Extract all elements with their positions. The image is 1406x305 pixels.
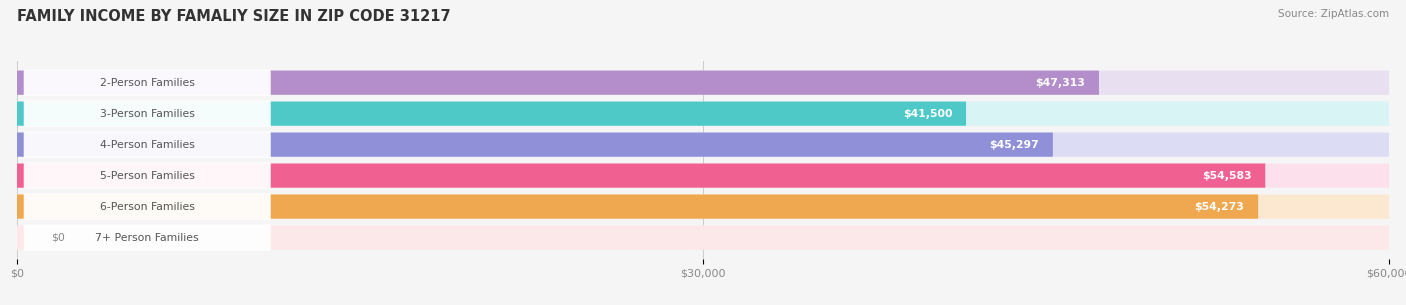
Text: $41,500: $41,500 [903, 109, 952, 119]
Text: 7+ Person Families: 7+ Person Families [96, 233, 200, 242]
FancyBboxPatch shape [24, 224, 271, 251]
FancyBboxPatch shape [17, 163, 1265, 188]
Text: FAMILY INCOME BY FAMALIY SIZE IN ZIP CODE 31217: FAMILY INCOME BY FAMALIY SIZE IN ZIP COD… [17, 9, 450, 24]
Text: $47,313: $47,313 [1035, 78, 1085, 88]
FancyBboxPatch shape [17, 133, 1053, 157]
FancyBboxPatch shape [17, 163, 1389, 188]
FancyBboxPatch shape [17, 225, 1389, 250]
Text: 4-Person Families: 4-Person Families [100, 140, 194, 150]
Text: Source: ZipAtlas.com: Source: ZipAtlas.com [1278, 9, 1389, 19]
FancyBboxPatch shape [17, 102, 1389, 126]
Text: 6-Person Families: 6-Person Families [100, 202, 194, 212]
FancyBboxPatch shape [24, 193, 271, 220]
FancyBboxPatch shape [17, 102, 966, 126]
Text: 2-Person Families: 2-Person Families [100, 78, 194, 88]
FancyBboxPatch shape [24, 101, 271, 127]
FancyBboxPatch shape [17, 133, 1389, 157]
FancyBboxPatch shape [17, 195, 1389, 219]
FancyBboxPatch shape [17, 195, 1258, 219]
Text: $54,583: $54,583 [1202, 170, 1251, 181]
FancyBboxPatch shape [24, 70, 271, 96]
FancyBboxPatch shape [24, 163, 271, 189]
FancyBboxPatch shape [17, 70, 1099, 95]
FancyBboxPatch shape [17, 70, 1389, 95]
FancyBboxPatch shape [24, 131, 271, 158]
Text: $54,273: $54,273 [1195, 202, 1244, 212]
Text: 3-Person Families: 3-Person Families [100, 109, 194, 119]
Text: $0: $0 [51, 233, 65, 242]
Text: 5-Person Families: 5-Person Families [100, 170, 194, 181]
Text: $45,297: $45,297 [990, 140, 1039, 150]
